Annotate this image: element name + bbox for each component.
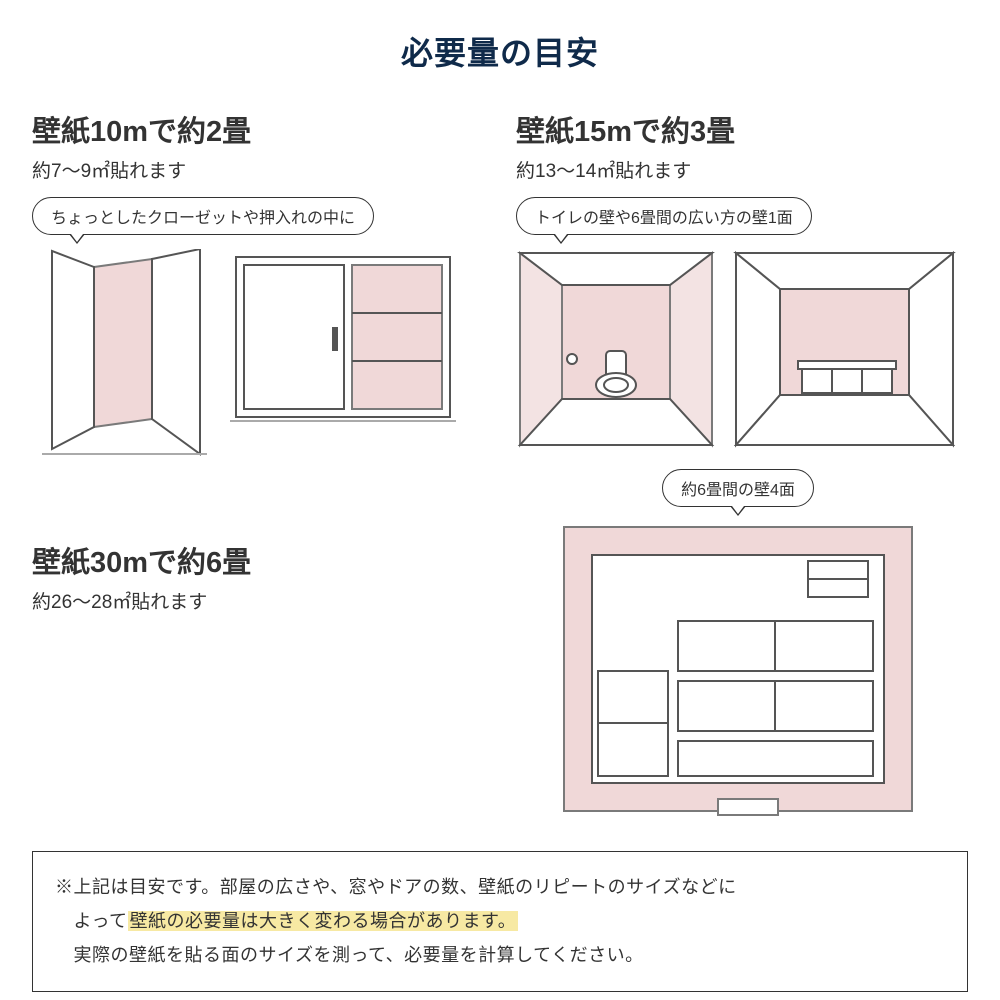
section-15m-sub: 約13〜14㎡貼れます	[516, 156, 960, 183]
section-10m-heading: 壁紙10mで約2畳	[32, 108, 476, 150]
note-line-3: 実際の壁紙を貼る面のサイズを測って、必要量を計算してください。	[55, 938, 945, 972]
section-15m-heading: 壁紙15mで約3畳	[516, 108, 960, 150]
section-floorplan: 約6畳間の壁4面	[516, 459, 960, 821]
section-30m-heading: 壁紙30mで約6畳	[32, 539, 476, 581]
closet-illustration	[32, 249, 212, 459]
note-line-2-prefix: よって	[55, 911, 128, 931]
section-10m: 壁紙10mで約2畳 約7〜9㎡貼れます ちょっとしたクローゼットや押入れの中に	[32, 88, 476, 459]
sliding-closet-illustration	[228, 249, 458, 429]
section-10m-bubble: ちょっとしたクローゼットや押入れの中に	[32, 197, 374, 235]
section-15m-bubble: トイレの壁や6畳間の広い方の壁1面	[516, 197, 812, 235]
section-30m: 壁紙30mで約6畳 約26〜28㎡貼れます	[32, 459, 476, 821]
note-highlight: 壁紙の必要量は大きく変わる場合があります。	[128, 911, 519, 931]
note-line-2: よって壁紙の必要量は大きく変わる場合があります。	[55, 904, 945, 938]
toilet-room-illustration	[516, 249, 716, 449]
section-10m-illus-row	[32, 249, 476, 459]
section-30m-bubble: 約6畳間の壁4面	[662, 469, 814, 507]
section-15m-illus-row	[516, 249, 960, 449]
sections-grid: 壁紙10mで約2畳 約7〜9㎡貼れます ちょっとしたクローゼットや押入れの中に	[0, 88, 1000, 821]
room-wall-illustration	[732, 249, 957, 449]
page-title: 必要量の目安	[0, 0, 1000, 88]
section-15m: 壁紙15mで約3畳 約13〜14㎡貼れます トイレの壁や6畳間の広い方の壁1面	[516, 88, 960, 459]
note-box: ※上記は目安です。部屋の広さや、窓やドアの数、壁紙のリピートのサイズなどに よっ…	[32, 851, 968, 992]
floorplan-illustration	[558, 521, 918, 821]
section-10m-sub: 約7〜9㎡貼れます	[32, 156, 476, 183]
section-30m-sub: 約26〜28㎡貼れます	[32, 587, 476, 614]
note-line-1: ※上記は目安です。部屋の広さや、窓やドアの数、壁紙のリピートのサイズなどに	[55, 870, 945, 904]
